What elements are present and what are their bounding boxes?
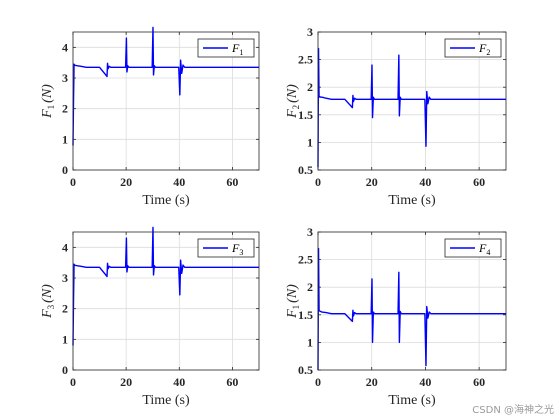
axes-box [72,31,260,171]
y-axis-label-base: F [285,109,300,119]
x-tick-label: 0 [315,375,321,389]
axes-box [317,231,507,371]
legend-label-sub: 1 [239,48,243,57]
y-axis-label: F1 (N) [40,84,56,119]
y-tick-label: 3 [62,71,68,85]
x-tick-label: 40 [419,175,431,189]
legend-label: F3 [231,241,243,257]
y-axis-label-base: F [40,309,55,319]
y-axis-label-unit: (N) [40,84,55,103]
x-tick-label: 20 [120,175,132,189]
y-tick-label: 2 [307,80,313,94]
x-axis-label: Time (s) [388,393,436,408]
legend-label: F1 [231,41,243,57]
watermark: CSDN @海神之光 [472,405,554,416]
y-tick-label: 2.5 [298,253,313,267]
y-tick-label: 1 [62,132,68,146]
y-axis-label-sub: 1 [46,105,56,110]
y-tick-label: 1 [307,335,313,349]
y-tick-label: 0.5 [298,363,313,377]
x-tick-label: 20 [366,175,378,189]
series-line-1 [317,47,506,168]
legend: F3 [197,238,255,258]
series-line-1 [72,26,259,146]
y-tick-label: 2 [62,102,68,116]
y-tick-label: 1 [307,135,313,149]
x-tick-label: 0 [70,175,76,189]
legend-label: F2 [478,41,490,57]
x-tick-label: 20 [366,375,378,389]
x-axis-label: Time (s) [142,393,190,408]
legend-label-sub: 4 [486,248,490,257]
y-tick-label: 1 [62,332,68,346]
x-tick-label: 60 [226,375,238,389]
y-axis-label-base: F [40,109,55,119]
legend-label-sub: 3 [239,248,243,257]
y-axis-label: F2 (N) [285,84,301,119]
y-axis-label-unit: (N) [40,284,55,303]
legend-label-base: F [478,241,487,255]
x-tick-label: 40 [419,375,431,389]
y-tick-label: 1.5 [298,308,313,322]
x-axis-label: Time (s) [388,193,436,208]
y-tick-label: 4 [62,240,68,254]
legend-label-base: F [231,41,240,55]
series-line-1 [317,247,506,371]
legend-label-base: F [231,241,240,255]
y-tick-label: 3 [307,25,313,39]
y-tick-label: 0.5 [298,163,313,177]
y-tick-label: 3 [307,225,313,239]
y-axis-label-unit: (N) [285,84,300,103]
y-tick-label: 2 [307,280,313,294]
y-axis-label-sub: 1 [291,305,301,310]
x-tick-label: 0 [70,375,76,389]
axes-box [317,31,507,171]
y-axis-label-base: F [285,309,300,319]
y-tick-label: 2.5 [298,53,313,67]
legend-label: F4 [478,241,490,257]
legend: F2 [444,38,502,58]
x-tick-label: 60 [473,175,485,189]
x-axis-label: Time (s) [142,193,190,208]
series-line-1 [72,226,259,346]
axes-box [72,231,260,371]
x-tick-label: 60 [473,375,485,389]
y-tick-label: 0 [62,363,68,377]
y-axis-label-sub: 2 [291,105,301,110]
y-axis-label: F1 (N) [285,284,301,319]
y-tick-label: 3 [62,271,68,285]
legend-label-base: F [478,41,487,55]
y-axis-label: F3(N) [40,284,56,319]
x-tick-label: 20 [120,375,132,389]
y-tick-label: 2 [62,302,68,316]
y-axis-label-unit: (N) [285,284,300,303]
y-tick-label: 0 [62,163,68,177]
y-tick-label: 4 [62,40,68,54]
x-tick-label: 40 [173,375,185,389]
y-axis-label-sub: 3 [46,304,56,309]
x-tick-label: 40 [173,175,185,189]
legend-label-sub: 2 [486,48,490,57]
x-tick-label: 60 [226,175,238,189]
x-tick-label: 0 [315,175,321,189]
legend: F4 [444,238,502,258]
y-tick-label: 1.5 [298,108,313,122]
legend: F1 [197,38,255,58]
